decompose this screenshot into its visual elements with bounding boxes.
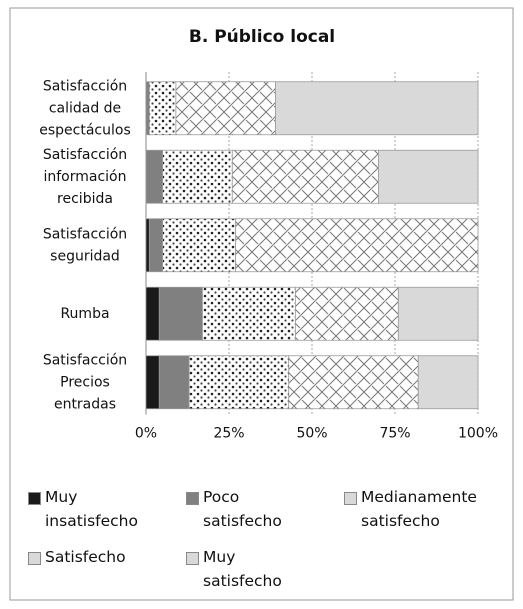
y-tick-line: seguridad (50, 248, 120, 264)
x-tick-label: 25% (213, 426, 244, 442)
legend-swatch (28, 492, 41, 505)
y-tick-label: Satisfacción calidad de espectáculos (39, 78, 131, 138)
x-tick-label: 75% (379, 426, 410, 442)
bar-segment (145, 149, 164, 204)
legend-swatch (344, 492, 357, 505)
legend-label: Medianamente satisfecho (361, 488, 477, 530)
bar-segment (417, 355, 479, 410)
bar-segment (148, 81, 177, 136)
y-tick-label: Rumba (60, 306, 109, 322)
legend-label: Muy insatisfecho (45, 488, 138, 530)
legend-label: Satisfecho (45, 548, 126, 566)
x-tick-label: 50% (296, 426, 327, 442)
bar-segment (162, 218, 237, 273)
y-tick-line: espectáculos (39, 122, 131, 138)
bar-segment (275, 81, 479, 136)
y-tick-line: Satisfacción (43, 78, 127, 94)
y-tick-line: recibida (57, 191, 113, 207)
legend-swatch (186, 552, 199, 565)
bar-segment (202, 286, 296, 341)
y-tick-label: Satisfacción información recibida (43, 147, 127, 207)
bar-segment (231, 149, 379, 204)
bar-segment (145, 355, 160, 410)
bar-segment (162, 149, 233, 204)
frame (9, 7, 514, 601)
bar-segment (288, 355, 419, 410)
y-tick-label: Satisfacción Precios entradas (43, 352, 127, 412)
legend-swatch (186, 492, 199, 505)
bar-segment (145, 218, 150, 273)
y-tick-label: Satisfacción seguridad (43, 226, 127, 264)
y-tick-line: calidad de (49, 100, 121, 116)
y-tick-line: Satisfacción (43, 226, 127, 242)
bar-segment (175, 81, 276, 136)
x-tick-label: 0% (135, 426, 157, 442)
y-tick-line: información (43, 169, 126, 185)
y-tick-line: Satisfacción (43, 147, 127, 163)
bar-segment (377, 149, 479, 204)
y-tick-line: Satisfacción (43, 352, 127, 368)
legend-label: Muy satisfecho (203, 548, 282, 590)
bar-segment (188, 355, 290, 410)
bar-segment (235, 218, 479, 273)
bar-segment (158, 355, 190, 410)
bar-segment (397, 286, 479, 341)
y-tick-line: Rumba (60, 306, 109, 322)
bar-segment (145, 81, 150, 136)
bar-segment (145, 286, 160, 341)
chart-title: B. Público local (189, 27, 335, 47)
bar-segment (148, 218, 164, 273)
legend-swatch (28, 552, 41, 565)
legend-label: Poco satisfecho (203, 488, 282, 530)
y-tick-line: Precios (60, 374, 110, 390)
y-tick-line: entradas (54, 396, 116, 412)
x-tick-label: 100% (458, 426, 498, 442)
bar-segment (158, 286, 203, 341)
bar-segment (294, 286, 399, 341)
